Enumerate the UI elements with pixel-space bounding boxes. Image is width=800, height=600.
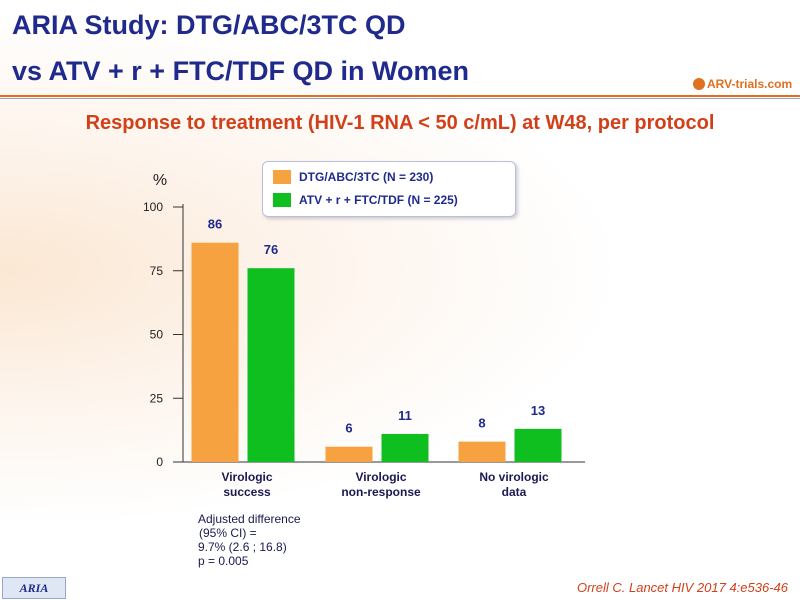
bar: [325, 446, 373, 462]
slide-title-line-2: vs ATV + r + FTC/TDF QD in Women: [12, 56, 470, 86]
y-tick-label: 25: [150, 391, 164, 405]
bar-value-label: 76: [264, 242, 278, 257]
bar-value-label: 11: [398, 408, 412, 423]
x-category-label: Virologic: [355, 470, 406, 484]
title-divider-thin: [0, 98, 800, 99]
chart-subtitle: Response to treatment (HIV-1 RNA < 50 c/…: [85, 112, 715, 134]
y-axis-label: %: [153, 172, 167, 189]
x-category-label: non-response: [341, 485, 421, 499]
note-line-2: (95% CI) =: [199, 526, 257, 540]
legend-label-dtg: DTG/ABC/3TC (N = 230): [299, 170, 434, 184]
chart-legend: DTG/ABC/3TC (N = 230) ATV + r + FTC/TDF …: [262, 161, 516, 217]
y-tick-label: 100: [143, 200, 163, 214]
adjusted-difference-note: Adjusted difference (95% CI) = 9.7% (2.6…: [198, 512, 338, 568]
x-category-label: data: [502, 485, 527, 499]
bar: [381, 433, 429, 462]
slide-title-line-1: ARIA Study: DTG/ABC/3TC QD: [12, 10, 406, 40]
y-tick-label: 0: [156, 455, 163, 469]
bar: [191, 242, 239, 462]
y-tick-label: 50: [150, 328, 164, 342]
note-line-3: 9.7% (2.6 ; 16.8): [198, 540, 287, 554]
logo-icon: [693, 78, 705, 90]
note-line-4: p = 0.005: [198, 554, 249, 568]
x-category-label: Virologic: [221, 470, 272, 484]
bar: [247, 268, 295, 462]
arv-trials-logo: ARV-trials.com: [693, 77, 792, 91]
study-tag: ARIA: [2, 577, 66, 599]
y-tick-label: 75: [150, 264, 164, 278]
x-category-label: No virologic: [479, 470, 549, 484]
logo-text: ARV-trials.com: [707, 77, 793, 91]
bar-value-label: 8: [478, 416, 485, 431]
note-line-1: Adjusted difference: [198, 512, 301, 526]
legend-label-atv: ATV + r + FTC/TDF (N = 225): [299, 193, 458, 207]
title-divider: [0, 95, 800, 97]
bar-value-label: 86: [208, 217, 222, 232]
bar: [514, 428, 562, 462]
legend-item-atv: ATV + r + FTC/TDF (N = 225): [273, 192, 458, 208]
legend-swatch-dtg: [273, 170, 291, 184]
bar: [458, 441, 506, 462]
citation: Orrell C. Lancet HIV 2017 4:e536-46: [576, 580, 788, 595]
bar-value-label: 13: [531, 403, 545, 418]
bar-value-label: 6: [345, 421, 352, 436]
legend-swatch-atv: [273, 193, 291, 207]
x-category-label: success: [223, 485, 271, 499]
legend-item-dtg: DTG/ABC/3TC (N = 230): [273, 169, 433, 185]
